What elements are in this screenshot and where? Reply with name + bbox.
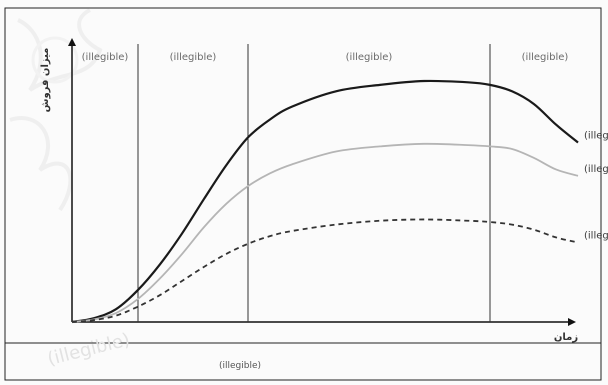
stage-label: (illegible) <box>346 52 393 63</box>
y-axis-arrow <box>68 38 76 46</box>
figure-frame <box>4 7 602 381</box>
watermark-text: (illegible) <box>45 329 132 370</box>
x-axis-arrow <box>568 318 576 326</box>
watermark-decoration <box>9 8 103 212</box>
stage-label: (illegible) <box>170 52 217 63</box>
series-lines <box>71 79 579 324</box>
series-line-2 <box>71 142 579 323</box>
series-line-3 <box>71 218 579 323</box>
stage-dividers <box>137 44 491 322</box>
stage-label: (illegible) <box>522 52 569 63</box>
x-axis-label: زمان <box>554 332 578 343</box>
figure-caption: (illegible) <box>219 361 261 371</box>
y-axis-label: میزان فروش <box>40 48 51 113</box>
stage-labels: (illegible) (illegible) (illegible) (illegi… <box>82 52 569 63</box>
series-label-1: (illegible) <box>584 131 608 142</box>
series-label-2: (illegible) <box>584 164 608 175</box>
series-line-1 <box>71 79 579 324</box>
series-label-3: (illegible) <box>584 231 608 242</box>
series-labels: (illegible) (illegible) (illegible) <box>584 131 608 242</box>
stage-label: (illegible) <box>82 52 129 63</box>
